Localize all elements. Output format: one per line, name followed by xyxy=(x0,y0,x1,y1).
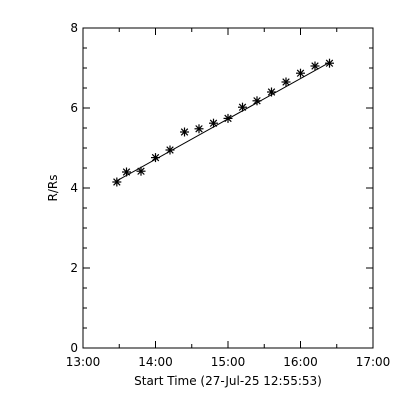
data-point xyxy=(122,167,131,177)
data-point xyxy=(310,61,320,71)
y-tick-label: 2 xyxy=(70,261,78,275)
y-tick-label: 8 xyxy=(70,21,78,35)
data-point xyxy=(267,87,276,97)
x-tick-label: 13:00 xyxy=(66,355,101,369)
data-point xyxy=(112,177,122,187)
data-point xyxy=(252,96,262,106)
data-point xyxy=(325,58,334,68)
y-tick-label: 4 xyxy=(70,181,78,195)
x-tick-label: 15:00 xyxy=(211,355,246,369)
data-point xyxy=(281,77,291,87)
data-points xyxy=(112,58,334,187)
x-axis-label: Start Time (27-Jul-25 12:55:53) xyxy=(134,374,322,388)
data-point xyxy=(194,124,204,134)
fit-line xyxy=(116,61,330,182)
plot-frame xyxy=(82,27,374,349)
y-tick-label: 0 xyxy=(70,341,78,355)
data-point xyxy=(151,153,160,163)
x-tick-label: 16:00 xyxy=(283,355,318,369)
x-tick-label: 17:00 xyxy=(356,355,391,369)
fit-line-group xyxy=(116,61,330,182)
x-tick-label: 14:00 xyxy=(138,355,173,369)
axis-ticks: 13:00 14:00 15:00 16:00 17:00 0 2 4 6 8 xyxy=(66,21,391,369)
data-point xyxy=(136,166,146,176)
data-point xyxy=(209,118,218,128)
y-tick-label: 6 xyxy=(70,101,78,115)
data-point xyxy=(296,68,305,78)
data-point xyxy=(165,145,175,155)
data-point xyxy=(223,113,233,123)
data-point xyxy=(180,127,189,137)
data-point xyxy=(238,102,247,112)
y-axis-label: R/Rs xyxy=(46,175,60,202)
